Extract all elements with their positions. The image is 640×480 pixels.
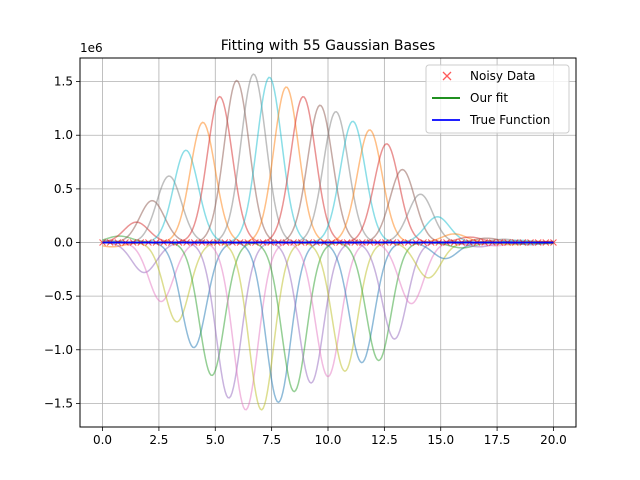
plot-area bbox=[99, 73, 557, 411]
y-tick-label: −1.0 bbox=[44, 343, 73, 357]
legend-entry: Noisy Data bbox=[442, 69, 535, 83]
x-tick-label: 2.5 bbox=[149, 433, 168, 447]
y-offset-label: 1e6 bbox=[80, 41, 103, 55]
legend-marker bbox=[442, 71, 452, 81]
x-tick-label: 5.0 bbox=[206, 433, 225, 447]
legend-entry: Our fit bbox=[432, 91, 508, 105]
x-tick-label: 0.0 bbox=[93, 433, 112, 447]
noisy-data-point bbox=[99, 239, 106, 246]
legend-box bbox=[425, 64, 570, 134]
y-axis: −1.5 −1.0 −0.5 0.0 0.5 1.0 1.5 bbox=[44, 75, 80, 410]
legend-entry: True Function bbox=[432, 113, 550, 127]
y-tick-label: −1.5 bbox=[44, 396, 73, 410]
chart-title: Fitting with 55 Gaussian Bases bbox=[221, 38, 435, 54]
x-tick-label: 12.5 bbox=[371, 433, 398, 447]
x-tick-label: 17.5 bbox=[484, 433, 511, 447]
y-tick-label: −0.5 bbox=[44, 289, 73, 303]
x-tick-label: 15.0 bbox=[427, 433, 454, 447]
x-tick-label: 20.0 bbox=[540, 433, 567, 447]
y-tick-label: 0.0 bbox=[54, 236, 73, 250]
x-tick-label: 10.0 bbox=[315, 433, 342, 447]
legend-label: True Function bbox=[469, 113, 550, 127]
legend: Noisy Data Our fit True Function bbox=[425, 64, 570, 134]
legend-label: Our fit bbox=[470, 91, 508, 105]
y-tick-label: 1.0 bbox=[54, 128, 73, 142]
legend-label: Noisy Data bbox=[470, 69, 535, 83]
y-tick-label: 0.5 bbox=[54, 182, 73, 196]
x-tick-label: 7.5 bbox=[262, 433, 281, 447]
y-tick-label: 1.5 bbox=[54, 75, 73, 89]
x-axis: 0.0 2.5 5.0 7.5 10.0 12.5 15.0 17.5 20.0 bbox=[93, 427, 567, 447]
noisy-data-point bbox=[550, 239, 557, 246]
